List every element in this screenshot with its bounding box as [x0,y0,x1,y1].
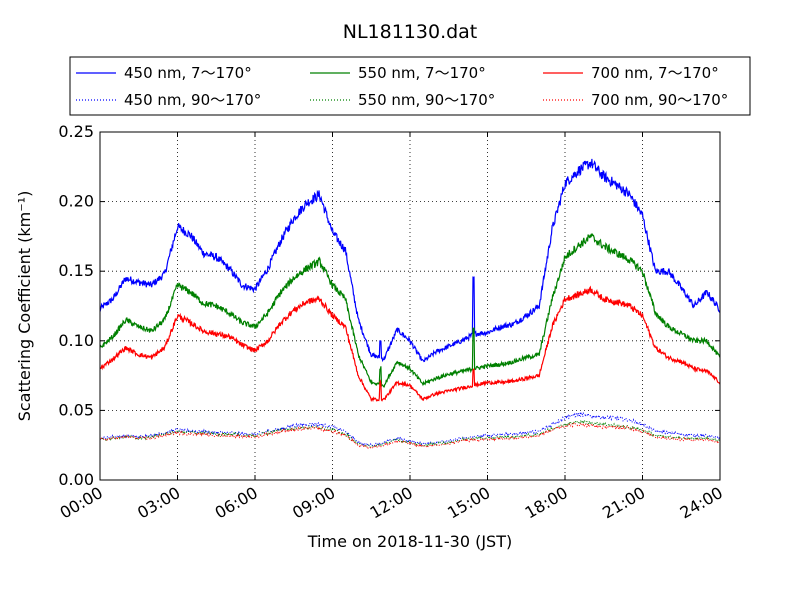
y-tick-label: 0.15 [58,261,94,280]
x-tick-label: 18:00 [522,483,571,523]
y-tick-label: 0.05 [58,400,94,419]
y-tick-label: 0.00 [58,470,94,489]
x-tick-label: 06:00 [212,483,261,523]
legend-label: 550 nm, 7～170° [358,64,486,82]
y-tick-label: 0.20 [58,192,94,211]
x-tick-label: 15:00 [444,483,493,523]
x-tick-label: 12:00 [367,483,416,523]
x-tick-label: 24:00 [677,483,726,523]
series-line-450-nm-90-170 [99,411,721,447]
legend-label: 700 nm, 90～170° [591,91,728,109]
series-line-450-nm-7-170 [99,158,721,363]
series-line-700-nm-7-170 [99,285,721,403]
legend-frame [69,56,751,116]
y-axis: 0.00 0.05 0.10 0.15 0.20 0.25 [58,122,720,489]
plot-area [100,132,720,480]
legend-label: 450 nm, 7～170° [124,64,252,82]
x-axis-label: Time on 2018-11-30 (JST) [307,532,512,551]
legend-label: 700 nm, 7～170° [591,64,719,82]
legend-label: 550 nm, 90～170° [358,91,495,109]
y-tick-label: 0.25 [58,122,94,141]
y-tick-label: 0.10 [58,331,94,350]
x-tick-label: 03:00 [134,483,183,523]
chart-title: NL181130.dat [343,21,478,43]
x-tick-label: 21:00 [599,483,648,523]
x-tick-label: 09:00 [289,483,338,523]
grid [100,132,720,480]
series-line-550-nm-7-170 [99,233,721,388]
legend-label: 450 nm, 90～170° [124,91,261,109]
legend: 450 nm, 7～170° 450 nm, 90～170° 550 nm, 7～1… [69,56,751,116]
series-group [99,158,721,450]
y-axis-label: Scattering Coefficient (km⁻¹) [15,191,34,422]
